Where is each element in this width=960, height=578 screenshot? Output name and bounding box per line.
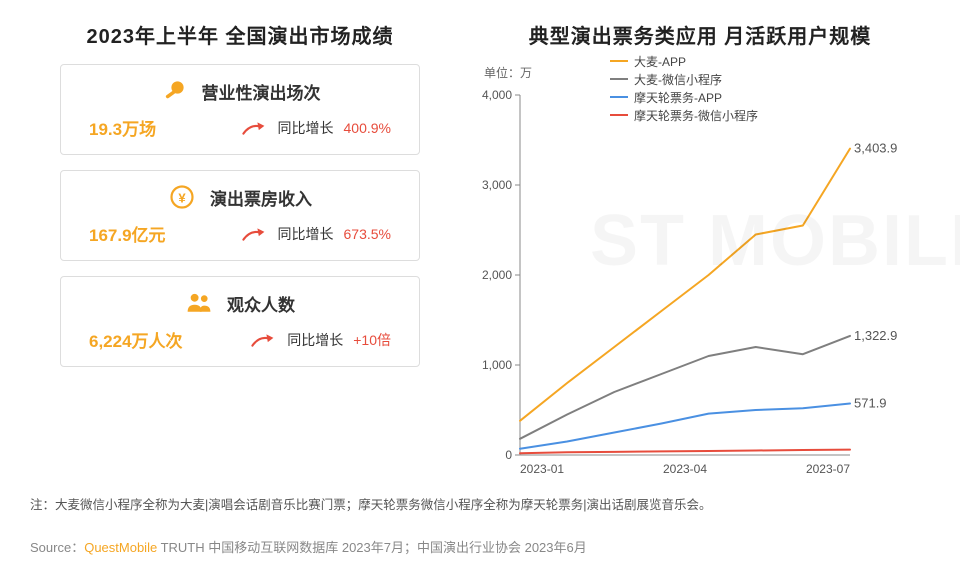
arrow-up-icon xyxy=(242,225,268,243)
svg-text:4,000: 4,000 xyxy=(482,88,512,102)
growth-value: 400.9% xyxy=(344,120,391,136)
chart-series xyxy=(520,404,850,449)
legend-label: 摩天轮票务-微信小程序 xyxy=(634,107,758,124)
svg-text:2023-01: 2023-01 xyxy=(520,462,564,476)
metric-label: 演出票房收入 xyxy=(210,185,312,210)
legend-label: 摩天轮票务-APP xyxy=(634,89,722,106)
footnote-text: 大麦微信小程序全称为大麦|演唱会话剧音乐比赛门票；摩天轮票务微信小程序全称为摩天… xyxy=(55,498,712,512)
legend-item: 大麦-APP xyxy=(610,52,758,70)
svg-text:¥: ¥ xyxy=(178,190,186,205)
svg-text:1,000: 1,000 xyxy=(482,358,512,372)
metric-value: 167.9亿元 xyxy=(89,221,166,246)
source-brand: QuestMobile xyxy=(84,540,157,555)
svg-text:2023-07: 2023-07 xyxy=(806,462,850,476)
source-line: Source：QuestMobile TRUTH 中国移动互联网数据库 2023… xyxy=(30,537,930,556)
line-chart: 0 1,000 2,000 3,000 4,000 2023-01 2023-04 2023-… xyxy=(470,85,910,485)
metric-value: 6,224万人次 xyxy=(89,327,183,352)
metric-label: 观众人数 xyxy=(227,291,295,316)
arrow-up-icon xyxy=(251,331,277,349)
svg-text:3,000: 3,000 xyxy=(482,178,512,192)
footnote-prefix: 注： xyxy=(30,498,55,512)
main-container: 2023年上半年 全国演出市场成绩 营业性演出场次 19.3万场 同比增长 400… xyxy=(0,0,960,490)
legend-item: 摩天轮票务-微信小程序 xyxy=(610,106,758,124)
source-prefix: Source： xyxy=(30,540,84,555)
series-end-label: 3,403.9 xyxy=(854,141,897,156)
chart-legend: 大麦-APP大麦-微信小程序摩天轮票务-APP摩天轮票务-微信小程序 xyxy=(610,52,758,124)
legend-swatch xyxy=(610,60,628,62)
metric-label: 营业性演出场次 xyxy=(202,79,321,104)
metric-card: 观众人数 6,224万人次 同比增长 +10倍 xyxy=(60,276,420,367)
growth-value: 673.5% xyxy=(344,226,391,242)
series-end-label: 571.9 xyxy=(854,396,887,411)
legend-item: 摩天轮票务-APP xyxy=(610,88,758,106)
chart-title: 典型演出票务类应用 月活跃用户规模 xyxy=(470,20,930,49)
chart-series xyxy=(520,336,850,439)
growth-prefix: 同比增长 xyxy=(278,118,334,138)
metric-card: ¥ 演出票房收入 167.9亿元 同比增长 673.5% xyxy=(60,170,420,261)
arrow-up-icon xyxy=(242,119,268,137)
legend-label: 大麦-微信小程序 xyxy=(634,71,722,88)
chart-series xyxy=(520,149,850,421)
growth-prefix: 同比增长 xyxy=(278,224,334,244)
svg-text:2023-04: 2023-04 xyxy=(663,462,707,476)
metric-card: 营业性演出场次 19.3万场 同比增长 400.9% xyxy=(60,64,420,155)
growth-prefix: 同比增长 xyxy=(287,330,343,350)
left-panel: 2023年上半年 全国演出市场成绩 营业性演出场次 19.3万场 同比增长 400… xyxy=(30,20,450,490)
chart-series xyxy=(520,450,850,454)
svg-text:2,000: 2,000 xyxy=(482,268,512,282)
growth-value: +10倍 xyxy=(353,330,391,350)
legend-item: 大麦-微信小程序 xyxy=(610,70,758,88)
svg-text:0: 0 xyxy=(505,448,512,462)
mic-icon xyxy=(160,77,188,105)
legend-swatch xyxy=(610,114,628,116)
source-rest: TRUTH 中国移动互联网数据库 2023年7月；中国演出行业协会 2023年6… xyxy=(157,540,587,555)
people-icon xyxy=(185,289,213,317)
legend-label: 大麦-APP xyxy=(634,53,686,70)
yen-icon: ¥ xyxy=(168,183,196,211)
footnote: 注：大麦微信小程序全称为大麦|演唱会话剧音乐比赛门票；摩天轮票务微信小程序全称为… xyxy=(30,496,930,515)
left-title: 2023年上半年 全国演出市场成绩 xyxy=(30,20,450,49)
series-end-label: 1,322.9 xyxy=(854,328,897,343)
legend-swatch xyxy=(610,96,628,98)
metric-value: 19.3万场 xyxy=(89,115,156,140)
legend-swatch xyxy=(610,78,628,80)
